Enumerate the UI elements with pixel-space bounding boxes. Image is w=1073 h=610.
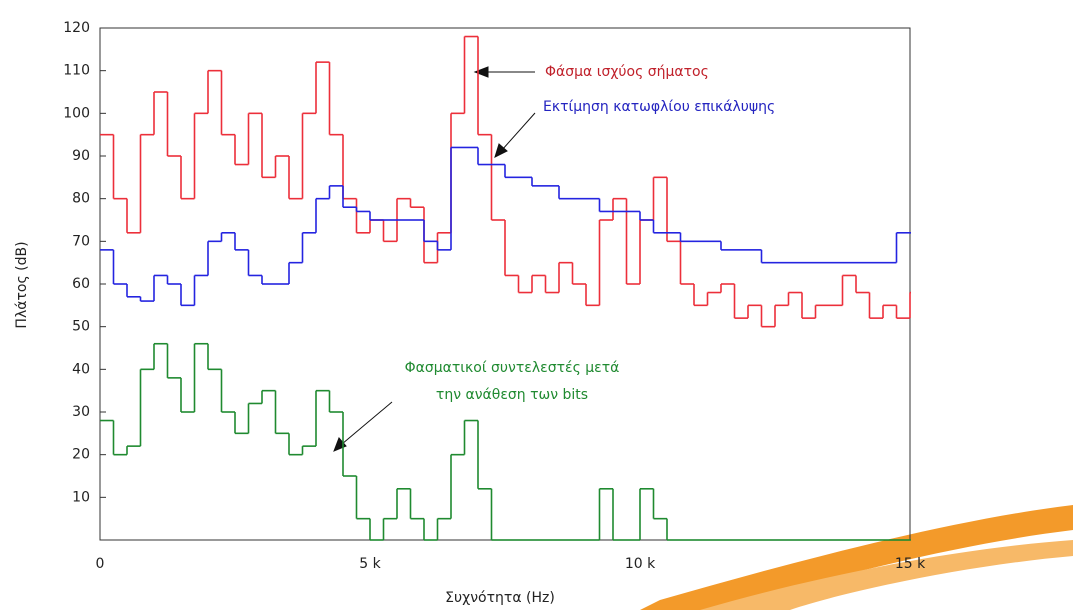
y-tick-label: 50 [72, 319, 90, 335]
annotation: Εκτίμηση κατωφλίου επικάλυψης [543, 99, 775, 115]
y-tick-label: 70 [72, 233, 90, 249]
annotation: την ανάθεση των bits [436, 387, 588, 403]
y-tick-label: 60 [72, 276, 90, 292]
decoration [640, 505, 1073, 610]
x-tick-label: 15 k [895, 556, 926, 572]
y-tick-label: 20 [72, 447, 90, 463]
x-tick-label: 5 k [359, 556, 381, 572]
y-tick-label: 10 [72, 489, 90, 505]
y-tick-label: 40 [72, 361, 90, 377]
x-tick-label: 10 k [625, 556, 656, 572]
y-tick-label: 100 [63, 105, 90, 121]
step-riser [112, 343, 668, 540]
decoration [700, 540, 1073, 610]
step-riser [112, 147, 898, 306]
y-axis-title: Πλάτος (dB) [14, 241, 30, 328]
y-tick-label: 90 [72, 148, 90, 164]
x-tick-label: 0 [96, 556, 105, 572]
y-tick-label: 30 [72, 404, 90, 420]
annotation: Φάσμα ισχύος σήματος [545, 64, 709, 80]
x-axis-title: Συχνότητα (Hz) [445, 590, 555, 606]
step-riser [112, 36, 911, 327]
y-tick-label: 80 [72, 191, 90, 207]
y-tick-label: 120 [63, 20, 90, 36]
annotation: Φασματικοί συντελεστές μετά [405, 360, 620, 376]
y-tick-label: 110 [63, 63, 90, 79]
arrows [333, 66, 536, 452]
